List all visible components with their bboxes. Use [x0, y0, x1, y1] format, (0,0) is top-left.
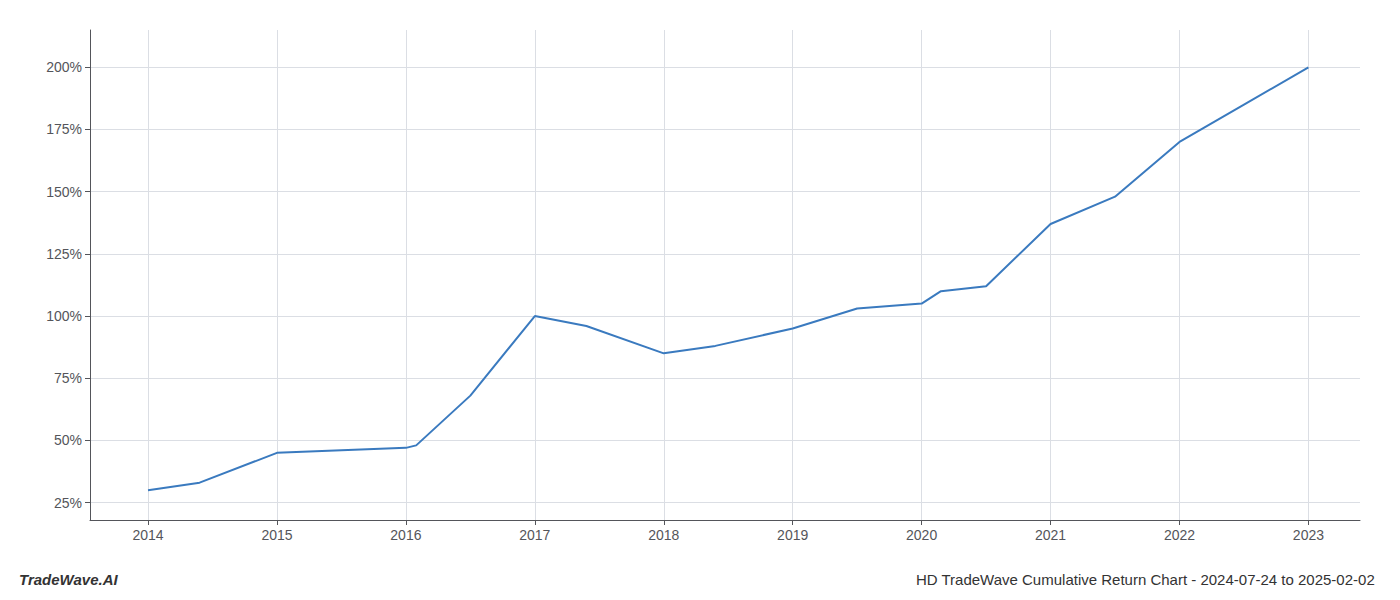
- svg-text:2014: 2014: [132, 527, 163, 543]
- svg-text:75%: 75%: [54, 370, 82, 386]
- svg-text:150%: 150%: [46, 184, 82, 200]
- svg-text:2021: 2021: [1035, 527, 1066, 543]
- svg-text:50%: 50%: [54, 432, 82, 448]
- svg-text:125%: 125%: [46, 246, 82, 262]
- svg-text:2023: 2023: [1293, 527, 1324, 543]
- svg-text:2022: 2022: [1164, 527, 1195, 543]
- svg-text:2018: 2018: [648, 527, 679, 543]
- svg-text:2015: 2015: [261, 527, 292, 543]
- svg-text:200%: 200%: [46, 59, 82, 75]
- svg-text:TradeWave.AI: TradeWave.AI: [19, 571, 118, 588]
- svg-text:2017: 2017: [519, 527, 550, 543]
- svg-text:100%: 100%: [46, 308, 82, 324]
- svg-text:2016: 2016: [390, 527, 421, 543]
- svg-text:25%: 25%: [54, 495, 82, 511]
- svg-text:175%: 175%: [46, 121, 82, 137]
- svg-text:2020: 2020: [906, 527, 937, 543]
- svg-text:HD TradeWave Cumulative Return: HD TradeWave Cumulative Return Chart - 2…: [916, 571, 1375, 588]
- svg-text:2019: 2019: [777, 527, 808, 543]
